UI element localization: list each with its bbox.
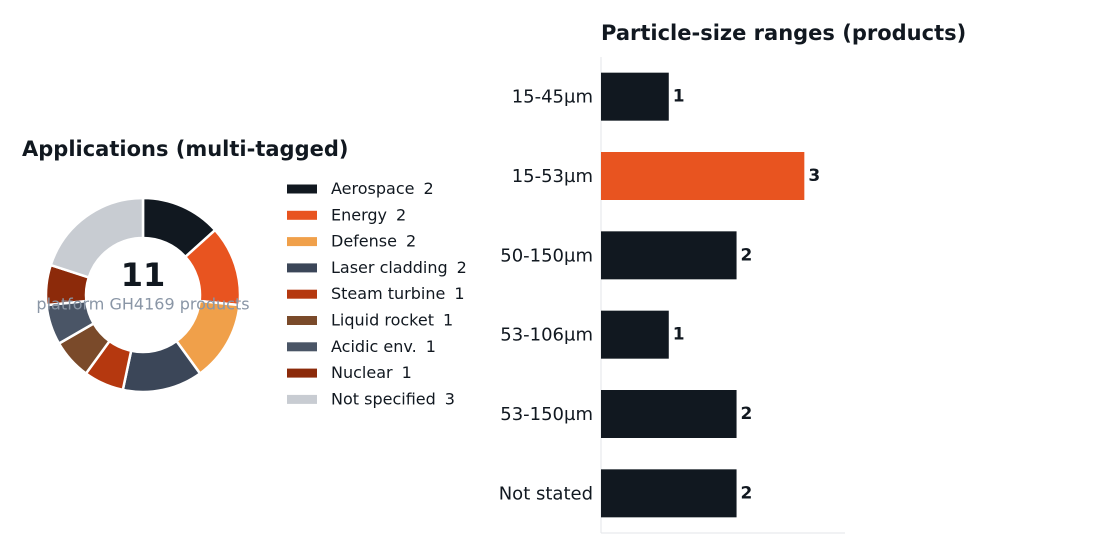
legend-swatch xyxy=(287,316,317,325)
legend-name: Liquid rocket xyxy=(331,310,434,329)
legend-swatch xyxy=(287,342,317,352)
legend-name: Not specified xyxy=(331,389,436,408)
legend-swatch xyxy=(287,394,317,404)
legend-value: 1 xyxy=(402,363,412,382)
bar-title: Particle-size ranges (products) xyxy=(601,21,966,45)
legend-label: Aerospace 2 xyxy=(331,179,434,198)
legend-value: 1 xyxy=(454,284,464,303)
bar xyxy=(601,390,737,438)
y-tick-label: Not stated xyxy=(499,483,593,504)
legend-swatch xyxy=(287,289,317,299)
value-label: 2 xyxy=(741,483,753,503)
legend-label: Steam turbine 1 xyxy=(331,284,465,303)
legend-label: Energy 2 xyxy=(331,205,406,224)
legend-swatch xyxy=(287,210,317,220)
legend-swatch xyxy=(287,263,317,273)
legend-name: Aerospace xyxy=(331,179,414,198)
bar xyxy=(601,469,737,518)
legend-label: Not specified 3 xyxy=(331,389,455,408)
legend-value: 2 xyxy=(457,257,467,276)
center-label: platform GH4169 products xyxy=(36,295,249,314)
legend-label: Acidic env. 1 xyxy=(331,336,436,355)
value-label: 2 xyxy=(741,404,753,424)
legend-value: 1 xyxy=(426,336,436,355)
value-label: 3 xyxy=(808,166,820,186)
value-label: 2 xyxy=(741,245,753,265)
legend-swatch xyxy=(287,368,317,378)
value-label: 1 xyxy=(673,325,685,345)
y-tick-label: 15-53µm xyxy=(512,166,593,187)
legend-label: Liquid rocket 1 xyxy=(331,310,453,329)
legend-name: Steam turbine xyxy=(331,284,445,303)
legend-label: Defense 2 xyxy=(331,231,416,250)
legend-name: Laser cladding xyxy=(331,257,448,276)
legend-name: Defense xyxy=(331,231,397,250)
bar xyxy=(601,310,669,359)
legend-value: 2 xyxy=(423,179,433,198)
legend-name: Nuclear xyxy=(331,363,393,382)
legend-label: Laser cladding 2 xyxy=(331,257,467,276)
bar xyxy=(601,72,669,121)
y-tick-label: 15-45µm xyxy=(512,87,593,108)
legend-name: Energy xyxy=(331,205,387,224)
legend-value: 2 xyxy=(406,231,416,250)
legend-swatch xyxy=(287,184,317,194)
y-tick-label: 50-150µm xyxy=(500,245,593,266)
legend-swatch xyxy=(287,237,317,247)
bar xyxy=(601,231,737,280)
y-tick-label: 53-150µm xyxy=(500,404,593,425)
legend-value: 3 xyxy=(445,389,455,408)
donut-slice xyxy=(49,196,145,279)
value-label: 1 xyxy=(673,87,685,107)
bar xyxy=(601,152,805,200)
legend-value: 1 xyxy=(443,310,453,329)
center-value: 11 xyxy=(121,256,166,294)
legend-name: Acidic env. xyxy=(331,336,417,355)
y-tick-label: 53-106µm xyxy=(500,325,593,346)
legend-value: 2 xyxy=(396,205,406,224)
legend-label: Nuclear 1 xyxy=(331,363,412,382)
donut-title: Applications (multi-tagged) xyxy=(22,137,348,161)
